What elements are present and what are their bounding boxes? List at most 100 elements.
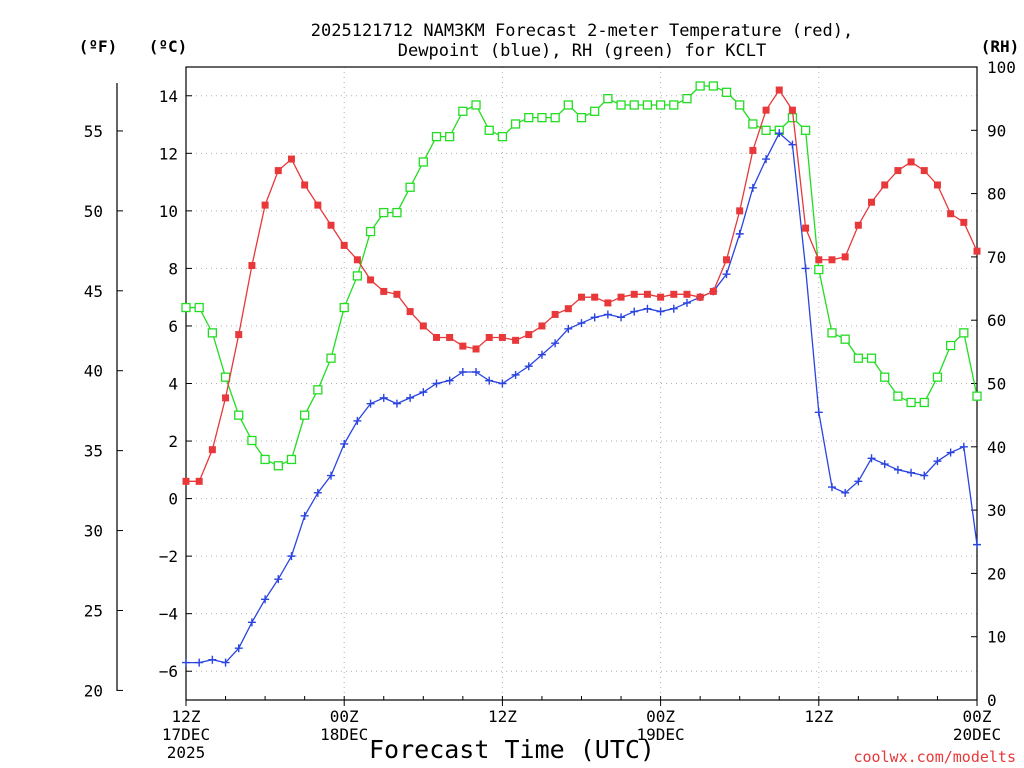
rh-point [748,119,758,129]
temperature-point [551,310,559,318]
rh-tick-label: 0 [987,691,997,710]
temperature-point [406,308,414,316]
chart-title-line1: 2025121712 NAM3KM Forecast 2-meter Tempe… [311,21,853,41]
temperature-point [208,446,216,454]
dewpoint-point [366,399,375,408]
x-tick-label: 12Z [804,707,833,726]
celsius-tick-label: 10 [159,202,178,221]
dewpoint-point [841,488,850,497]
celsius-tick-label: 8 [168,259,178,278]
dewpoint-point [445,376,454,385]
dewpoint-point [261,595,270,604]
dewpoint-point [551,339,560,348]
temperature-point [195,477,203,485]
temperature-point [512,336,520,344]
axes: −6−4−20246810121420253035404550550102030… [84,58,1016,762]
rh-point [682,94,692,104]
temperature-point [657,293,665,301]
rh-point [550,112,560,123]
rh-point [352,271,363,281]
rh-tick-label: 30 [987,501,1006,520]
dewpoint-point [920,471,929,480]
rh-tick-label: 80 [987,185,1006,204]
temperature-point [340,241,348,249]
dewpoint-point [656,307,665,316]
series-rh [181,81,982,471]
dewpoint-point [801,264,810,273]
rh-point [959,328,969,338]
dewpoint-point [748,183,757,192]
dewpoint-point [458,367,467,376]
rh-point [471,100,481,110]
celsius-axis-label: (ºC) [149,37,188,56]
rh-point [945,340,956,351]
rh-point [326,353,336,363]
rh-point [972,391,982,401]
rh-point [880,372,890,382]
rh-point [853,353,863,363]
temperature-point [762,106,770,114]
dewpoint-point [603,310,612,319]
temperature-point [248,262,256,270]
temperature-point [419,322,427,330]
fahrenheit-tick-label: 30 [84,522,103,541]
temperature-point [287,155,295,163]
rh-point [431,131,442,142]
temperature-point [604,299,612,307]
x-tick-label: 19DEC [637,725,685,744]
dewpoint-point [643,304,652,313]
temperature-point [432,333,440,341]
celsius-tick-label: −2 [159,547,178,566]
dewpoint-point [195,658,204,667]
rh-point [484,125,494,135]
dewpoint-point [406,393,415,402]
dewpoint-point [247,618,256,627]
rh-point [273,461,283,471]
dewpoint-point [327,471,336,480]
celsius-tick-label: 4 [168,375,178,394]
temperature-point [617,293,625,301]
temperature-point [327,221,335,229]
dewpoint-point [959,442,968,451]
x-tick-label: 20DEC [953,725,1001,744]
temperature-point [630,290,638,298]
rh-point [220,372,231,382]
dewpoint-point [234,644,243,653]
x-tick-label: 00Z [330,707,359,726]
x-tick-label: 2025 [167,743,206,762]
temperature-point [696,293,704,301]
temperature-point [459,342,467,350]
dewpoint-point [735,229,744,238]
temperature-point [643,290,651,298]
temperature-point [301,181,309,189]
celsius-tick-label: −4 [159,605,178,624]
rh-point [365,226,376,237]
grid-lines [186,67,977,700]
temperature-point [723,256,731,264]
temperature-point [353,256,361,264]
temperature-point [854,221,862,229]
rh-point [299,410,310,420]
rh-point [840,334,850,344]
temperature-point [828,256,836,264]
dewpoint-point [867,454,876,463]
temperature-point [538,322,546,330]
temperature-point [788,106,796,114]
rh-point [418,157,428,167]
rh-tick-label: 50 [987,375,1006,394]
rh-point [827,328,837,338]
temperature-point [472,345,480,353]
dewpoint-point [208,655,217,664]
dewpoint-point [669,304,678,313]
dewpoint-point [537,350,546,359]
dewpoint-point [511,370,520,379]
temperature-point [591,293,599,301]
temperature-point [749,146,757,154]
rh-point [207,328,218,338]
temperature-point [485,333,493,341]
temperature-point [736,207,744,215]
dewpoint-line [186,132,978,664]
fahrenheit-tick-label: 40 [84,362,103,381]
temperature-point [235,331,243,339]
temperature-point [881,181,889,189]
